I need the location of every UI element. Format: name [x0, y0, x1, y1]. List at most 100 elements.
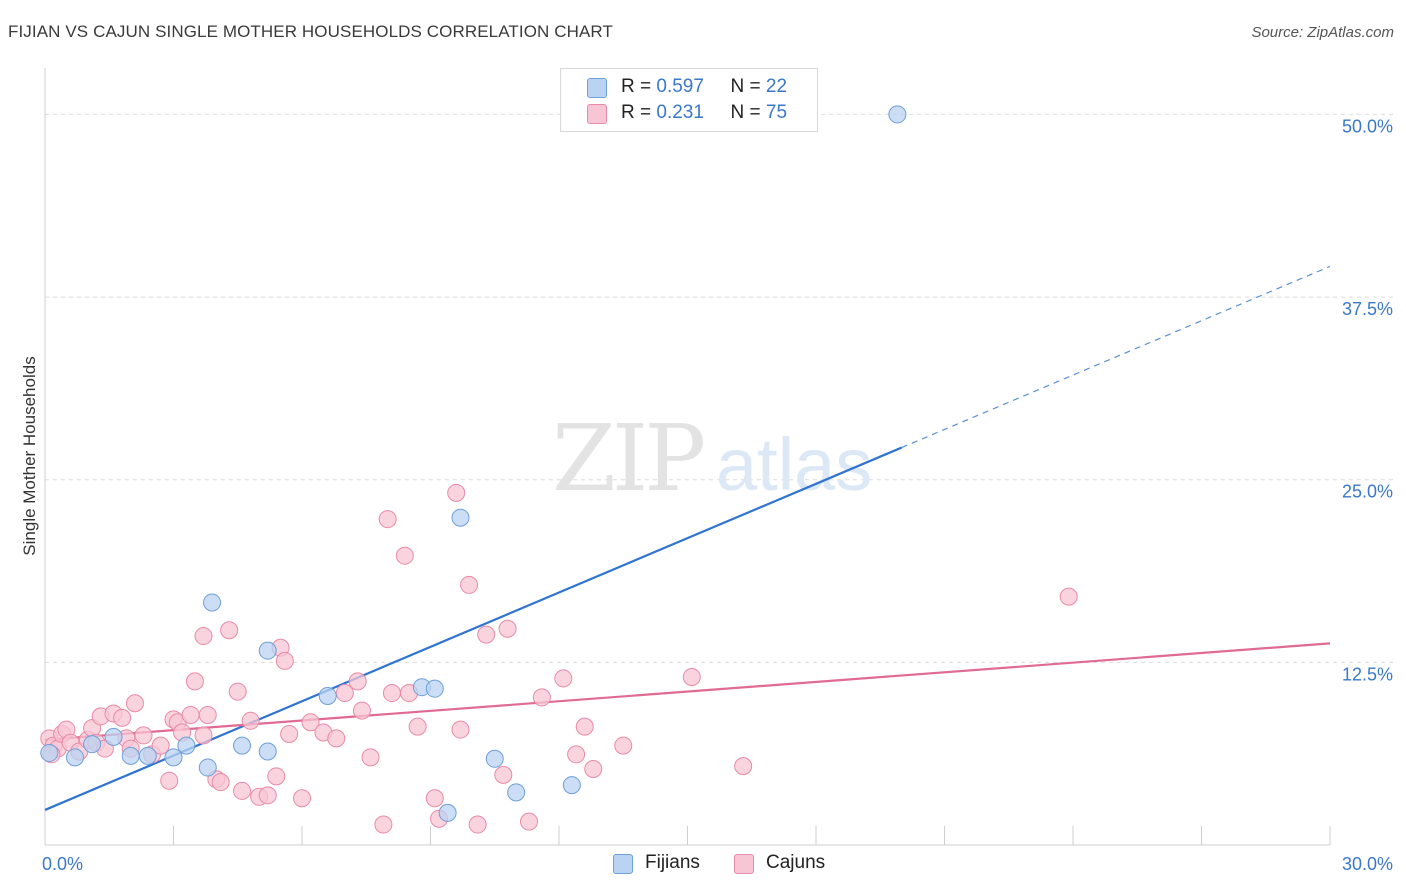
cajun-point — [194, 627, 213, 646]
fijians-swatch — [613, 854, 633, 874]
watermark: ZIP atlas — [552, 405, 872, 512]
fijian-point — [203, 593, 222, 612]
fijian-point — [164, 748, 183, 767]
cajun-point — [395, 546, 414, 565]
fijian-point — [40, 743, 59, 762]
cajun-point — [382, 684, 401, 703]
fijian-point — [438, 803, 457, 822]
cajun-point — [194, 726, 213, 745]
fijian-point — [83, 735, 102, 754]
fijian-point — [177, 736, 196, 755]
gridlines — [45, 113, 1393, 663]
data-points — [40, 105, 1078, 834]
fijian-point — [138, 746, 157, 765]
cajun-point — [468, 815, 487, 834]
cajun-point — [408, 717, 427, 736]
cajun-point — [113, 708, 132, 727]
axes — [44, 68, 1331, 846]
legend-r-value: 0.231 — [656, 102, 704, 123]
cajun-point — [241, 711, 260, 730]
y-tick-label: 12.5% — [1342, 664, 1393, 684]
cajun-point — [275, 651, 294, 670]
cajun-point — [352, 701, 371, 720]
fijian-point — [104, 727, 123, 746]
cajun-point — [181, 705, 200, 724]
cajun-point — [520, 812, 539, 831]
cajun-point — [125, 694, 144, 713]
legend-r-value: 0.597 — [656, 76, 704, 97]
cajun-point — [160, 771, 179, 790]
tick-labels: 12.5% 25.0% 37.5% 50.0% 0.0% 30.0% — [42, 116, 1393, 874]
watermark-zip: ZIP — [552, 405, 703, 512]
cajun-point — [233, 781, 252, 800]
cajun-point — [451, 720, 470, 739]
fijian-point — [318, 686, 337, 705]
fijian-point — [258, 742, 277, 761]
cajun-point — [301, 713, 320, 732]
y-tick-label: 50.0% — [1342, 116, 1393, 136]
fijian-point — [507, 783, 526, 802]
cajun-point — [378, 510, 397, 529]
cajun-point — [532, 688, 551, 707]
cajun-point — [554, 669, 573, 688]
cajun-point — [220, 621, 239, 640]
cajun-point — [228, 682, 247, 701]
y-tick-label: 25.0% — [1342, 482, 1393, 502]
cajun-point — [134, 726, 153, 745]
cajuns-trend-line — [44, 642, 1331, 741]
cajun-point — [494, 765, 513, 784]
cajun-point — [151, 736, 170, 755]
cajun-point — [348, 672, 367, 691]
fijian-point — [451, 508, 470, 527]
cajun-point — [374, 815, 393, 834]
fijian-point — [888, 105, 907, 124]
chart-title: FIJIAN VS CAJUN SINGLE MOTHER HOUSEHOLDS… — [8, 22, 613, 41]
cajun-point — [211, 773, 230, 792]
cajuns-swatch — [587, 104, 607, 124]
cajun-point — [614, 736, 633, 755]
trend-lines — [44, 265, 1331, 811]
cajun-point — [477, 625, 496, 644]
source-label: Source: ZipAtlas.com — [1251, 24, 1394, 41]
x-tick-label: 0.0% — [42, 854, 83, 874]
cajun-point — [584, 760, 603, 779]
cajuns-label: Cajuns — [766, 852, 826, 873]
legend-r-label: R = — [621, 102, 652, 123]
legend-n-label: N = — [730, 102, 761, 123]
y-axis-label: Single Mother Households — [20, 356, 39, 555]
cajun-point — [335, 684, 354, 703]
fijian-point — [121, 746, 140, 765]
cajun-point — [327, 729, 346, 748]
cajun-point — [280, 724, 299, 743]
cajun-point — [198, 705, 217, 724]
cajun-point — [575, 717, 594, 736]
cajun-point — [361, 748, 380, 767]
legend-n-label: N = — [730, 76, 761, 97]
cajun-point — [567, 745, 586, 764]
fijian-point — [258, 641, 277, 660]
fijians-label: Fijians — [645, 852, 700, 873]
cajun-point — [447, 483, 466, 502]
fijians-swatch — [587, 78, 607, 98]
fijian-point — [65, 748, 84, 767]
fijian-point — [233, 736, 252, 755]
legend-r-label: R = — [621, 76, 652, 97]
x-tick-label: 30.0% — [1342, 854, 1393, 874]
cajun-point — [258, 786, 277, 805]
cajun-point — [734, 757, 753, 776]
cajun-point — [293, 789, 311, 808]
y-tick-label: 37.5% — [1342, 299, 1393, 319]
cajun-point — [682, 667, 701, 686]
correlation-legend: R = 0.597 N = 22 R = 0.231 N = 75 — [560, 68, 818, 132]
fijian-point — [485, 749, 504, 768]
legend-n-value: 22 — [765, 76, 788, 97]
fijian-point — [425, 679, 444, 698]
fijian-point — [562, 776, 581, 795]
fijian-point — [198, 758, 217, 777]
cajun-point — [460, 575, 479, 594]
cajun-point — [425, 789, 444, 808]
cajuns-swatch — [734, 854, 754, 874]
cajun-point — [498, 619, 517, 638]
cajun-point — [185, 672, 204, 691]
